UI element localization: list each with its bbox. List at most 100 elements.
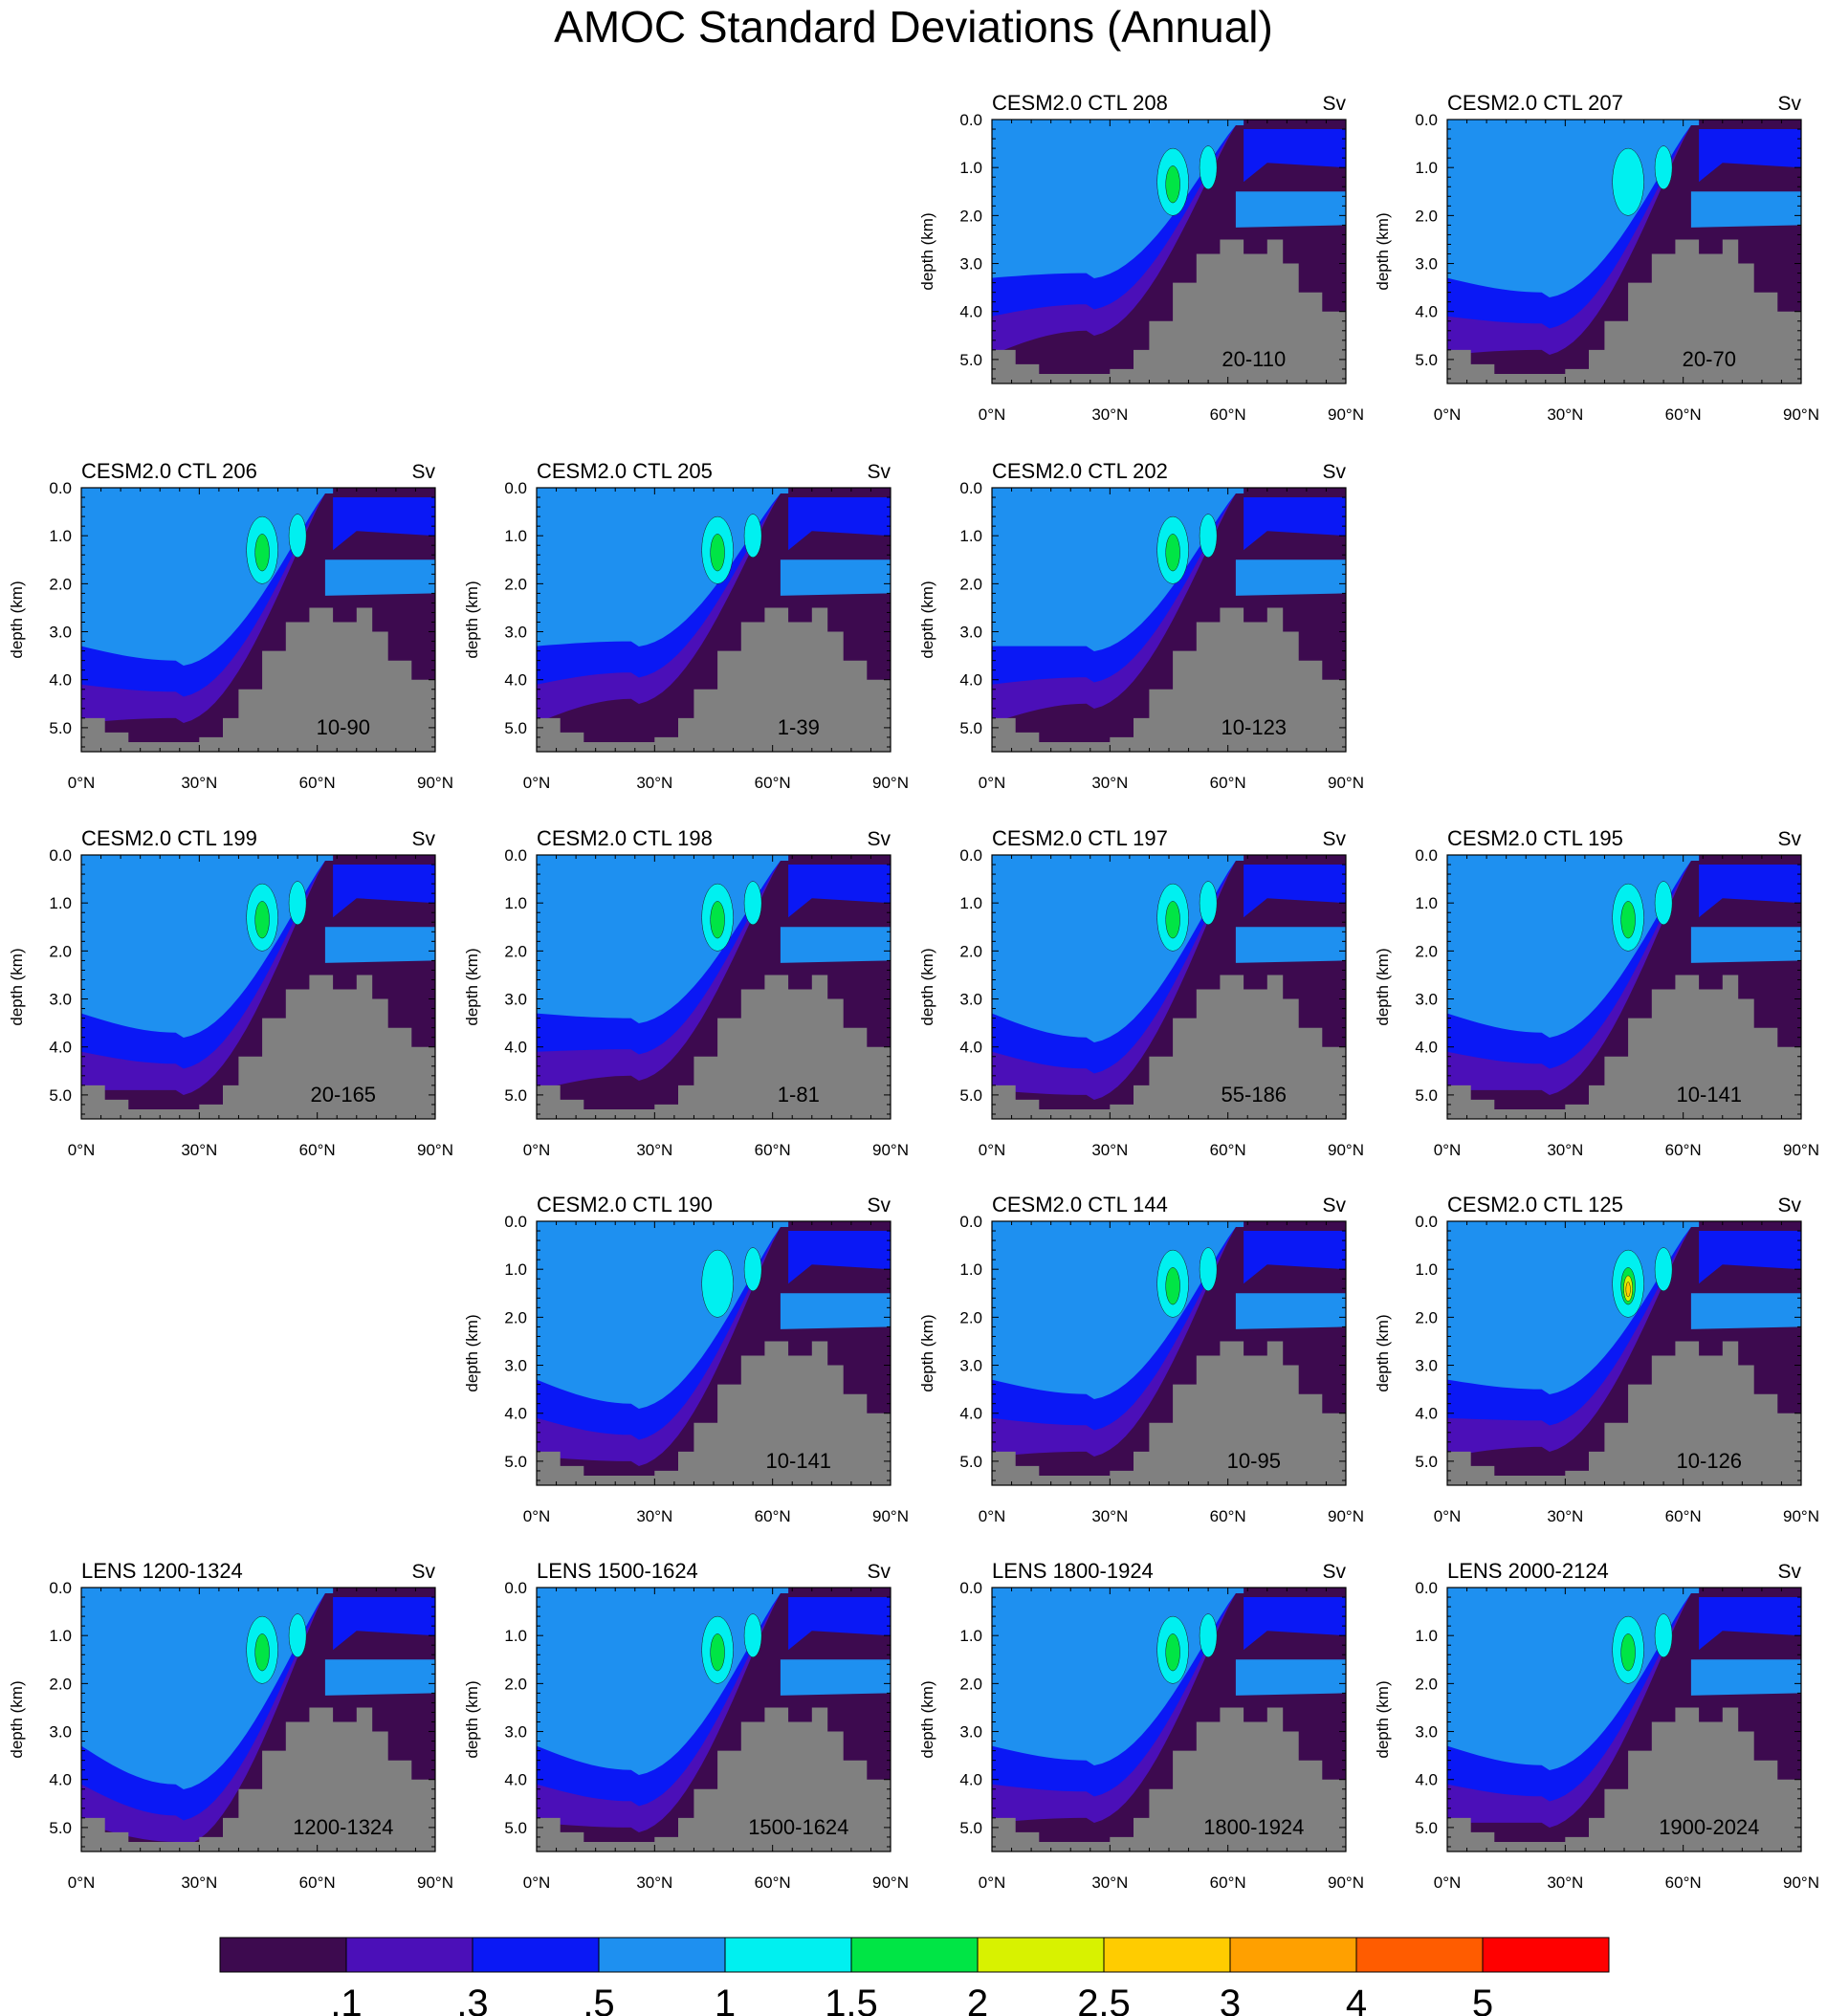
units-label: Sv (1322, 93, 1346, 115)
contour-field (1447, 855, 1801, 1119)
units-label: Sv (867, 1194, 891, 1216)
y-tick-label: 1.0 (1415, 1260, 1438, 1279)
land-mask (992, 239, 1346, 383)
y-axis-label: depth (km) (1374, 1680, 1392, 1758)
year-range-annotation: 10-123 (1222, 715, 1288, 739)
core-2 (254, 901, 270, 939)
year-range-annotation: 1800-1924 (1203, 1815, 1304, 1839)
x-tick-label: 0°N (523, 774, 551, 792)
colorbar-swatch (850, 1937, 979, 1973)
x-tick-label: 90°N (1328, 1874, 1364, 1892)
panel-title: CESM2.0 CTL 202 (992, 459, 1168, 483)
sill-band (780, 1293, 891, 1329)
y-tick-label: 1.0 (959, 527, 982, 545)
y-tick-label: 3.0 (49, 991, 72, 1009)
land-mask (81, 1707, 435, 1852)
core-1p5 (743, 881, 762, 926)
y-tick-label: 5.0 (49, 1819, 72, 1837)
panel: 0.0 1.0 2.0 3.0 4.0 5.0 0°N 30°N 60°N 90°N depth (… (918, 1559, 1364, 1892)
x-tick-label: 30°N (1091, 405, 1128, 424)
y-tick-label: 1.0 (959, 1627, 982, 1645)
contour-field (1447, 1221, 1801, 1485)
panel-title: CESM2.0 CTL 125 (1447, 1193, 1623, 1216)
y-tick-label: 4.0 (504, 671, 527, 690)
panel-title: CESM2.0 CTL 199 (81, 826, 257, 850)
panel: 0.0 1.0 2.0 3.0 4.0 5.0 0°N 30°N 60°N 90°N depth (… (1374, 91, 1819, 424)
y-tick-label: 3.0 (1415, 1357, 1438, 1375)
year-range-annotation: 10-90 (317, 715, 370, 739)
contour-field (992, 855, 1346, 1119)
x-tick-label: 90°N (872, 774, 909, 792)
core-1p5 (1199, 1613, 1218, 1658)
colorbar-label: 3 (1220, 1983, 1241, 2016)
core-2 (710, 1633, 725, 1672)
y-tick-label: 5.0 (504, 1086, 527, 1105)
year-range-annotation: 20-165 (311, 1083, 377, 1107)
y-tick-label: 4.0 (1415, 1039, 1438, 1057)
year-range-annotation: 55-186 (1222, 1083, 1288, 1107)
x-tick-label: 90°N (1783, 1874, 1819, 1892)
y-tick-label: 0.0 (504, 1213, 527, 1231)
x-tick-label: 60°N (755, 1507, 791, 1525)
land-mask (1447, 1341, 1801, 1485)
x-tick-label: 0°N (68, 774, 96, 792)
core-2 (1620, 1633, 1636, 1672)
year-range-annotation: 10-126 (1677, 1449, 1743, 1473)
sill-band (324, 927, 435, 963)
y-tick-label: 5.0 (504, 1453, 527, 1471)
y-tick-label: 4.0 (959, 1771, 982, 1789)
y-tick-label: 4.0 (1415, 1771, 1438, 1789)
colorbar-swatch (598, 1937, 726, 1973)
sill-band (1235, 1659, 1346, 1696)
y-tick-label: 2.0 (49, 1675, 72, 1693)
y-tick-label: 2.0 (504, 575, 527, 593)
y-tick-label: 2.0 (49, 575, 72, 593)
nordic-upper-patch (788, 865, 891, 918)
y-tick-label: 5.0 (1415, 1819, 1438, 1837)
y-tick-label: 5.0 (1415, 1086, 1438, 1105)
core-1p5 (1654, 145, 1673, 190)
y-axis-label: depth (km) (918, 1680, 936, 1758)
year-range-annotation: 10-141 (1677, 1083, 1743, 1107)
x-tick-label: 90°N (872, 1874, 909, 1892)
colorbar-label: 1 (715, 1983, 736, 2016)
nordic-upper-patch (1244, 1231, 1346, 1284)
y-tick-label: 4.0 (49, 1039, 72, 1057)
land-mask (992, 975, 1346, 1119)
colorbar-label: .1 (330, 1983, 362, 2016)
x-tick-label: 60°N (755, 774, 791, 792)
x-tick-label: 0°N (979, 1141, 1006, 1159)
sill-band (324, 1659, 435, 1696)
y-axis-label: depth (km) (463, 1314, 481, 1391)
y-tick-label: 5.0 (959, 1453, 982, 1471)
x-tick-label: 0°N (523, 1507, 551, 1525)
nordic-upper-patch (1244, 1597, 1346, 1651)
x-tick-label: 90°N (1328, 774, 1364, 792)
y-tick-label: 4.0 (959, 1039, 982, 1057)
nordic-upper-patch (1244, 497, 1346, 551)
y-tick-label: 1.0 (49, 894, 72, 912)
y-tick-label: 2.0 (1415, 1675, 1438, 1693)
panel-title: CESM2.0 CTL 195 (1447, 826, 1623, 850)
y-axis-label: depth (km) (8, 948, 26, 1025)
x-tick-label: 30°N (636, 1874, 672, 1892)
y-tick-label: 4.0 (504, 1405, 527, 1423)
core-1p5 (743, 1247, 762, 1292)
panel-title: CESM2.0 CTL 198 (537, 826, 713, 850)
y-tick-label: 2.0 (959, 575, 982, 593)
y-tick-label: 3.0 (959, 624, 982, 642)
x-tick-label: 90°N (1328, 1507, 1364, 1525)
colorbar-label: 4 (1346, 1983, 1367, 2016)
x-tick-label: 60°N (1665, 1874, 1702, 1892)
core-2 (1620, 901, 1636, 939)
sill-band (1235, 191, 1346, 228)
x-tick-label: 30°N (1091, 1874, 1128, 1892)
contour-field (537, 488, 891, 752)
x-tick-label: 30°N (1091, 1141, 1128, 1159)
panel: 0.0 1.0 2.0 3.0 4.0 5.0 0°N 30°N 60°N 90°N depth (… (8, 826, 453, 1159)
y-axis-label: depth (km) (8, 581, 26, 658)
colorbar-swatch (472, 1937, 600, 1973)
nordic-upper-patch (333, 497, 435, 551)
land-mask (537, 1341, 891, 1485)
x-tick-label: 60°N (1210, 774, 1246, 792)
